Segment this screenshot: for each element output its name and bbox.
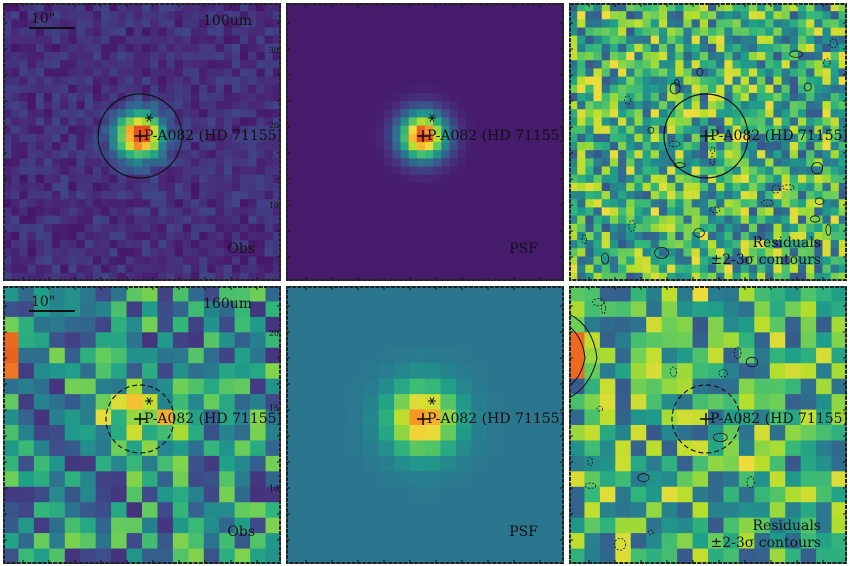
panel-160um-obs: 20 15 10 P-A082 (HD 71155) 10" 160um Obs xyxy=(3,286,281,564)
target-label: P-A082 (HD 71155) xyxy=(144,128,281,144)
residual-contours xyxy=(581,38,838,265)
panel-image: P-A082 (HD 71155) PSF xyxy=(286,286,564,564)
pixel-map xyxy=(3,286,281,564)
pixel-map xyxy=(3,3,281,281)
panel-image: 30 20 10 P-A082 (HD 71155) 10" 100um Obs xyxy=(3,3,281,281)
residual-label-line: ±2-3σ contours xyxy=(710,252,821,268)
panel-frame xyxy=(3,286,281,564)
panel-frame xyxy=(286,286,564,564)
plus-marker-icon xyxy=(134,130,146,142)
axis-tick-label: 15 xyxy=(269,404,279,413)
target-label: P-A082 (HD 71155) xyxy=(427,411,564,427)
panel-100um-psf: P-A082 (HD 71155) PSF xyxy=(286,3,564,281)
panel-frame xyxy=(569,3,847,281)
asterisk-marker-icon xyxy=(145,114,153,122)
target-label: P-A082 (HD 71155) xyxy=(710,411,847,427)
residual-contours xyxy=(569,298,759,551)
band-label: 100um xyxy=(203,13,252,29)
band-label: 160um xyxy=(203,296,252,312)
target-label: P-A082 (HD 71155) xyxy=(427,128,564,144)
panel-frame xyxy=(286,3,564,281)
asterisk-marker-icon xyxy=(428,397,436,405)
corner-label-psf: PSF xyxy=(509,241,538,257)
axis-tick-label: 20 xyxy=(269,329,279,338)
panel-image: 20 15 10 P-A082 (HD 71155) 10" 160um Obs xyxy=(3,286,281,564)
aperture-circle xyxy=(105,384,175,454)
scale-bar-label: 10" xyxy=(31,294,55,310)
asterisk-marker-icon xyxy=(145,397,153,405)
plus-marker-icon xyxy=(134,413,146,425)
residual-label-line: Residuals xyxy=(753,235,821,251)
panel-image: P-A082 (HD 71155) Residuals±2-3σ contours xyxy=(569,3,847,281)
residual-label-line: ±2-3σ contours xyxy=(710,535,821,551)
target-label: P-A082 (HD 71155) xyxy=(144,411,281,427)
corner-label-obs: Obs xyxy=(227,241,255,257)
panel-100um-res: P-A082 (HD 71155) Residuals ±2-3σ contours xyxy=(569,3,847,281)
panel-image: P-A082 (HD 71155) Residuals±2-3σ contours xyxy=(569,286,847,564)
axis-tick-label: 10 xyxy=(269,484,279,493)
aperture-circle xyxy=(671,384,741,454)
plus-marker-icon xyxy=(417,413,429,425)
corner-label-obs: Obs xyxy=(227,524,255,540)
panel-frame xyxy=(569,286,847,564)
asterisk-marker-icon xyxy=(428,114,436,122)
pixel-map xyxy=(569,3,847,281)
plus-marker-icon xyxy=(700,413,712,425)
pixel-map xyxy=(286,3,564,281)
panel-160um-res: P-A082 (HD 71155) Residuals ±2-3σ contours xyxy=(569,286,847,564)
axis-tick-label: 20 xyxy=(269,121,279,130)
residual-label-line: Residuals xyxy=(753,518,821,534)
panel-frame xyxy=(3,3,281,281)
pixel-map xyxy=(286,286,564,564)
panel-160um-psf: P-A082 (HD 71155) PSF xyxy=(286,286,564,564)
axis-tick-label: 10 xyxy=(269,201,279,210)
aperture-circle xyxy=(663,93,749,179)
panel-100um-obs: 30 20 10 P-A082 (HD 71155) 10" 100um Obs xyxy=(3,3,281,281)
target-label: P-A082 (HD 71155) xyxy=(710,128,847,144)
axis-tick-label: 30 xyxy=(269,46,279,55)
plus-marker-icon xyxy=(417,130,429,142)
plus-marker-icon xyxy=(700,130,712,142)
aperture-circle xyxy=(97,93,183,179)
scale-bar-label: 10" xyxy=(31,11,55,27)
corner-label-psf: PSF xyxy=(509,524,538,540)
panel-image: P-A082 (HD 71155) PSF xyxy=(286,3,564,281)
